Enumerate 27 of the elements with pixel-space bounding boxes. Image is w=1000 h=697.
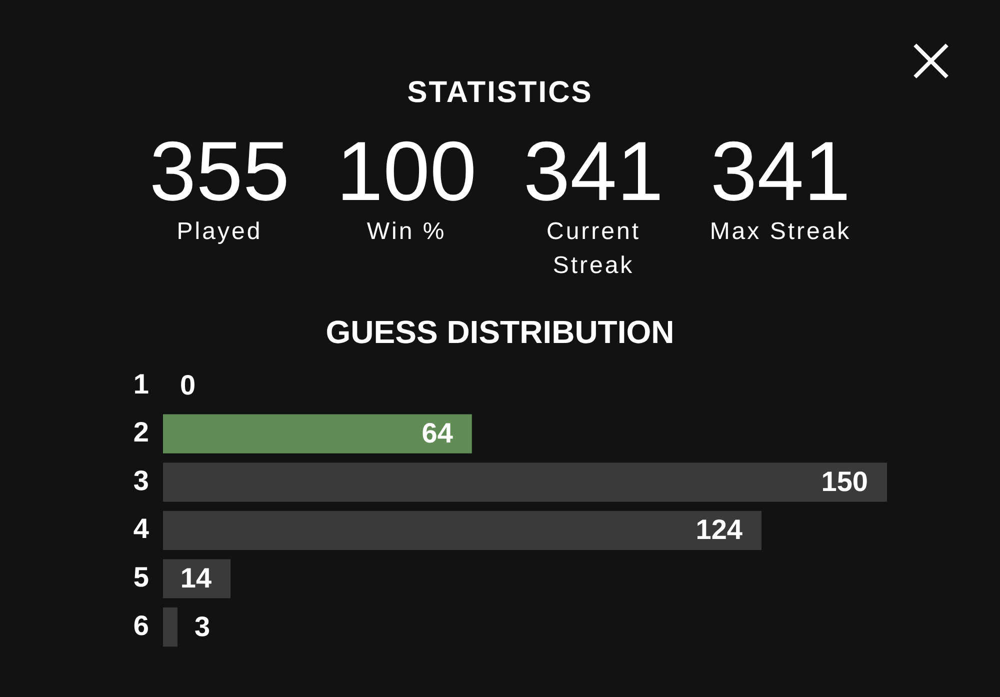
text: STATISTICS <box>406 75 594 111</box>
data-label: 100 <box>335 124 478 218</box>
bar <box>163 510 762 550</box>
bar <box>163 462 887 502</box>
data-label: 341 <box>709 124 852 218</box>
data-label: 150 <box>821 466 868 497</box>
y-tick-label: 6 <box>133 610 149 641</box>
chart-title: GUESS DISTRIBUTION <box>326 314 674 350</box>
category-label: Current Streak <box>545 217 642 281</box>
data-label: 355 <box>148 124 291 218</box>
category-label: Played <box>176 217 264 247</box>
category-label: Win % <box>366 217 448 247</box>
data-label: 0 <box>180 369 196 400</box>
data-label: 3 <box>194 610 210 642</box>
data-label: 124 <box>696 514 743 546</box>
bar <box>163 414 472 454</box>
data-label: 14 <box>180 562 212 594</box>
bar <box>163 607 178 647</box>
y-tick-label: 3 <box>133 464 149 496</box>
bar <box>163 559 231 598</box>
y-tick-label: 2 <box>133 416 149 448</box>
y-tick-label: 1 <box>133 368 149 400</box>
y-tick-label: 5 <box>133 561 149 592</box>
category-label: Max Streak <box>708 217 852 247</box>
data-label: 64 <box>422 418 454 449</box>
y-tick-label: 4 <box>133 513 150 544</box>
data-label: 341 <box>522 124 665 218</box>
